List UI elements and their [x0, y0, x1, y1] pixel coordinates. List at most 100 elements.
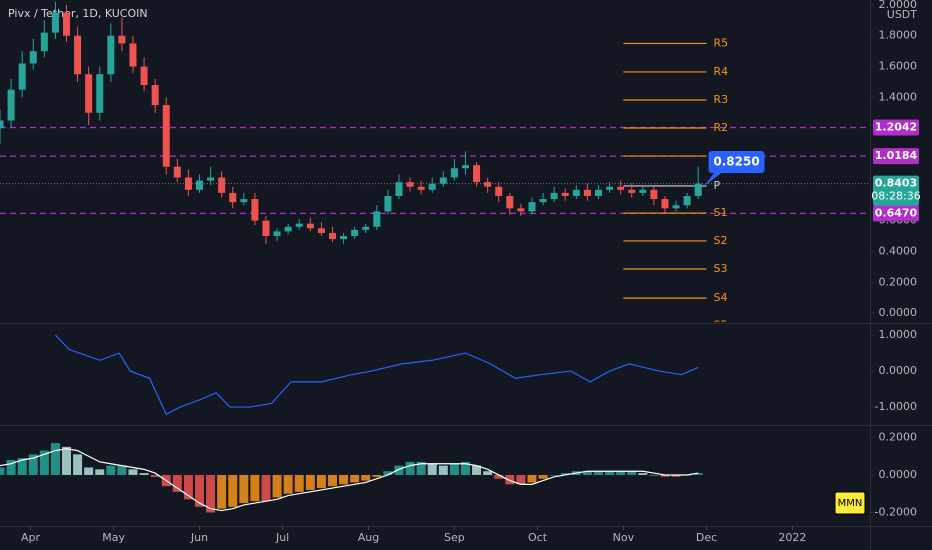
histogram-bar [183, 474, 193, 500]
x-tick-label: Dec [696, 531, 717, 544]
histogram-bar [228, 474, 238, 507]
last-price-box [873, 175, 919, 206]
histogram-bar [693, 473, 703, 475]
pivot-label: S3 [714, 262, 728, 275]
histogram-bar [460, 461, 470, 475]
pane [54, 334, 699, 416]
histogram-bar [593, 471, 603, 475]
candle-body [284, 226, 292, 232]
candle-body [428, 183, 436, 190]
histogram-bar [106, 465, 116, 475]
candle-body [262, 220, 270, 237]
y-tick-label: 1.6000 [879, 60, 918, 73]
badge-box [834, 491, 866, 515]
histogram-bar [383, 471, 393, 475]
histogram-bar [605, 471, 615, 475]
candle-body [572, 189, 580, 196]
candle-body [7, 89, 15, 121]
candle-body [539, 199, 547, 203]
candle-body [672, 205, 680, 209]
candle-body [129, 43, 137, 67]
histogram-bar [261, 474, 271, 502]
candle-body [184, 177, 192, 190]
candle-body [173, 166, 181, 178]
candle-body [51, 12, 59, 33]
pivot-label: S1 [714, 206, 728, 219]
candle-body [328, 232, 336, 240]
candle-body [18, 63, 26, 90]
candle-body [650, 189, 658, 200]
x-tick-label: Apr [21, 531, 41, 544]
histogram-bar [339, 474, 349, 485]
y-tick-label: 0.2000 [879, 275, 918, 288]
x-tick-label: Aug [358, 531, 379, 544]
callout-label: 0.8250 [713, 154, 759, 168]
histogram-bar [73, 454, 83, 475]
pivot-label: R3 [714, 93, 729, 106]
histogram-bar [627, 471, 637, 475]
y-tick-label: 2.0000 [879, 0, 918, 11]
histogram-bar [305, 474, 315, 490]
histogram-bar [405, 461, 415, 475]
price-label: 1.2042 [875, 121, 917, 134]
y-tick-label: 1.0000 [879, 328, 918, 341]
price-label: 1.0184 [875, 149, 918, 162]
candle-body [484, 182, 492, 187]
candle-body [395, 182, 403, 196]
candle-body [306, 223, 314, 229]
candle-body [273, 231, 281, 237]
histogram-bar [250, 474, 260, 502]
histogram-bar [538, 474, 548, 479]
candle-body [406, 182, 414, 187]
histogram-bar [39, 450, 49, 475]
candle-body [195, 180, 203, 190]
histogram-bar [172, 474, 182, 492]
badge-label: MMN [838, 498, 863, 509]
histogram-bar [17, 458, 27, 475]
callout-box [708, 150, 765, 173]
histogram-bar [483, 471, 493, 475]
candle-body [218, 177, 226, 193]
histogram-bar [494, 474, 504, 479]
candle-body [317, 228, 325, 233]
candle-body [606, 186, 614, 190]
candle-body [683, 195, 691, 206]
x-tick-label: Nov [613, 531, 635, 544]
histogram-bar [427, 463, 437, 475]
pivot-label: R5 [714, 36, 729, 49]
indicator-line [54, 334, 699, 416]
histogram-bar [671, 474, 681, 477]
pivot-label: P [714, 179, 721, 192]
y-tick-label: 0.4000 [879, 244, 918, 257]
histogram-bar [361, 474, 371, 481]
candle-body [74, 35, 82, 75]
histogram-bar [649, 474, 659, 476]
candle-body [29, 51, 37, 64]
histogram-bar [239, 474, 249, 504]
chart-title: Pivx / Tether, 1D, KUCOIN [8, 7, 148, 20]
x-tick-label: Sep [444, 531, 465, 544]
pane [0, 443, 703, 513]
histogram-bar [128, 469, 138, 475]
histogram-bar [527, 474, 537, 483]
candle-body [373, 211, 381, 227]
candle-body [240, 199, 248, 203]
overlay: 0.8250 MMN [704, 150, 866, 515]
histogram-bar [438, 465, 448, 475]
candle-body [617, 186, 625, 190]
price-axis: 2.00001.80001.60001.40000.60000.40000.20… [870, 0, 921, 518]
y-tick-label: 0.2000 [879, 430, 918, 443]
histogram-bar [294, 474, 304, 492]
price-label-box [873, 119, 919, 136]
candle-body [628, 189, 636, 193]
histogram-bar [206, 474, 216, 513]
histogram-bar [28, 454, 38, 475]
histogram-bar [560, 473, 570, 475]
histogram-bar [61, 446, 71, 475]
histogram-bar [316, 474, 326, 489]
candle-body [639, 189, 647, 193]
x-tick-label: Jul [275, 531, 289, 544]
histogram-bar [95, 469, 105, 475]
candle-body [162, 105, 170, 167]
